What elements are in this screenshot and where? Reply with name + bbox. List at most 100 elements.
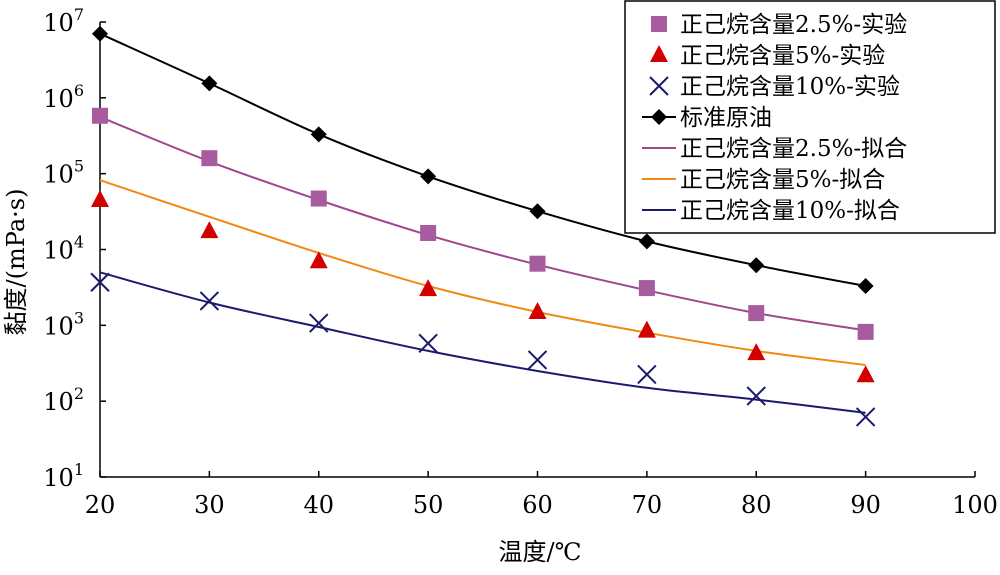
series-layer [90,25,876,427]
data-point [857,323,874,340]
data-point [747,343,766,361]
data-point [638,280,655,297]
y-tick-exponent: 3 [74,308,84,327]
data-point [420,168,437,185]
data-point [856,365,875,383]
data-point [90,272,110,292]
legend-label: 正己烷含量10%-拟合 [680,198,900,224]
data-point [420,225,437,242]
y-tick-base: 10 [43,237,74,265]
x-marker-stroke [746,386,766,406]
y-tick-label: 106 [43,81,84,113]
data-point [91,189,109,207]
series-6 [99,271,866,414]
y-tick-base: 10 [43,388,74,416]
data-point [748,257,765,274]
series-1 [91,189,875,383]
x-marker-stroke [527,350,548,370]
data-point [201,75,218,92]
data-point [529,203,546,220]
legend-marker [649,76,669,96]
x-tick-label: 30 [194,491,225,519]
data-point [527,350,548,370]
data-point [638,233,655,250]
y-tick-label: 102 [43,384,84,416]
x-axis-title: 温度/℃ [499,538,582,566]
x-tick-label: 60 [522,491,553,519]
series-4 [99,115,866,332]
legend-label: 正己烷含量2.5%-拟合 [680,136,907,162]
data-point [418,333,438,353]
legend-label: 正己烷含量5%-拟合 [680,167,885,193]
y-tick-label: 105 [43,157,84,189]
x-marker-stroke [855,407,876,427]
series-line [99,32,866,287]
x-marker-stroke [90,272,110,292]
data-point [309,313,329,333]
legend-label: 标准原油 [680,105,772,131]
x-marker-stroke [637,364,657,385]
data-point [857,278,874,295]
y-tick-base: 10 [43,9,74,37]
x-marker-stroke [649,76,669,96]
y-tick-base: 10 [43,464,74,492]
data-point [746,386,766,406]
x-tick-label: 90 [850,491,881,519]
series-line [99,179,866,366]
data-point [310,190,327,207]
y-tick-exponent: 2 [74,384,84,403]
data-point [200,221,219,239]
legend-label: 正己烷含量5%-实验 [680,43,885,69]
x-tick-label: 20 [85,491,116,519]
y-tick-exponent: 4 [74,233,84,252]
y-axis-title: 黏度/(mPa·s) [2,189,30,336]
data-point [310,126,327,143]
legend-marker [651,109,667,125]
legend-label: 正己烷含量2.5%-实验 [680,12,907,38]
legend-label: 正己烷含量10%-实验 [680,74,900,100]
data-point [309,251,328,269]
y-tick-exponent: 1 [74,460,84,479]
legend-box [624,0,996,234]
x-tick-label: 40 [303,491,334,519]
y-tick-exponent: 7 [74,5,84,24]
data-point [201,150,218,167]
x-tick-label: 50 [413,491,444,519]
data-point [637,364,657,385]
y-tick-base: 10 [43,85,74,113]
data-point [199,291,220,311]
data-point [92,25,108,42]
series-line [99,271,866,414]
y-tick-label: 103 [43,308,84,340]
data-point [529,255,546,272]
y-tick-base: 10 [43,312,74,340]
y-tick-label: 107 [43,5,84,37]
data-point [92,107,108,124]
y-tick-base: 10 [43,161,74,189]
legend: 正己烷含量2.5%-实验正己烷含量5%-实验正己烷含量10%-实验标准原油正己烷… [624,0,996,234]
y-tick-exponent: 5 [74,157,84,176]
data-point [748,305,765,322]
data-point [855,407,876,427]
x-marker-stroke [199,291,220,311]
series-2 [90,272,876,427]
x-tick-label: 100 [952,491,998,519]
data-point [528,301,547,319]
series-3 [92,25,874,295]
series-5 [99,179,866,366]
series-0 [92,107,874,340]
legend-marker [651,16,667,32]
y-tick-exponent: 6 [74,81,84,100]
x-axis-ticks: 20 30 40 50 60 70 80 90 100 [85,471,998,519]
x-marker-stroke [418,333,438,353]
series-line [99,115,866,332]
data-point [419,279,438,297]
data-point [637,320,656,338]
x-tick-label: 80 [741,491,772,519]
x-marker-stroke [309,313,329,333]
x-tick-label: 70 [632,491,663,519]
y-tick-label: 101 [43,460,84,492]
y-tick-label: 104 [43,233,84,265]
